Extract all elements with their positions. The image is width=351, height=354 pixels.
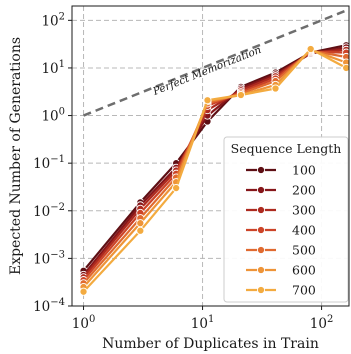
data-point <box>306 44 315 54</box>
y-tick-label: 102 <box>41 11 65 29</box>
data-point <box>342 63 351 72</box>
legend-item-300: 300 <box>246 203 316 218</box>
legend-label: 700 <box>292 283 316 298</box>
series-700 <box>79 44 351 296</box>
y-tick-label: 10−4 <box>33 297 65 315</box>
data-point <box>136 219 145 228</box>
plot-frame <box>71 5 350 307</box>
x-tick-label: 101 <box>191 314 215 332</box>
legend-swatch-marker <box>256 185 266 195</box>
legend-swatch-marker <box>256 225 266 235</box>
y-axis-label: Expected Number of Generations <box>8 37 24 275</box>
x-tick-label: 102 <box>310 314 334 332</box>
legend-item-400: 400 <box>246 223 316 238</box>
legend-swatch-marker <box>256 245 266 255</box>
legend-items: 100 200 300 400 500 600 700 <box>246 163 316 298</box>
legend-label: 600 <box>292 263 316 278</box>
legend-swatch-marker <box>256 165 266 175</box>
legend-box <box>223 136 349 303</box>
y-tick-label: 10−2 <box>33 202 65 220</box>
legend-label: 300 <box>292 203 316 218</box>
legend-item-700: 700 <box>246 283 316 298</box>
legend-swatch-marker <box>256 205 266 215</box>
x-tick-label: 100 <box>72 314 96 332</box>
legend: Sequence Length 100 200 300 400 500 600 700 <box>223 136 349 303</box>
legend-swatch-marker <box>256 265 266 275</box>
data-point <box>172 184 181 193</box>
data-point <box>203 96 212 105</box>
legend-title: Sequence Length <box>231 141 342 156</box>
data-point <box>271 84 280 93</box>
y-tick-label: 10−3 <box>33 249 65 267</box>
legend-label: 100 <box>292 163 316 178</box>
legend-label: 200 <box>292 183 316 198</box>
data-point <box>236 90 245 100</box>
axis-ticks: 100 101 102 10−4 10−3 10−2 10−1 100 101 102 <box>33 11 333 332</box>
legend-item-100: 100 <box>246 163 316 178</box>
x-axis-label: Number of Duplicates in Train <box>102 336 319 352</box>
y-tick-label: 10−1 <box>33 154 65 172</box>
perfect-memorization-line <box>83 8 350 117</box>
legend-swatch-marker <box>256 285 266 295</box>
data-point <box>136 226 145 235</box>
legend-item-600: 600 <box>246 263 316 278</box>
series-line <box>82 47 347 293</box>
y-tick-label: 101 <box>41 59 65 77</box>
series-layer <box>79 41 351 296</box>
data-point <box>79 287 88 296</box>
y-tick-label: 100 <box>41 107 65 125</box>
legend-label: 400 <box>292 223 316 238</box>
legend-item-200: 200 <box>246 183 316 198</box>
legend-item-500: 500 <box>246 243 316 258</box>
legend-label: 500 <box>292 243 316 258</box>
